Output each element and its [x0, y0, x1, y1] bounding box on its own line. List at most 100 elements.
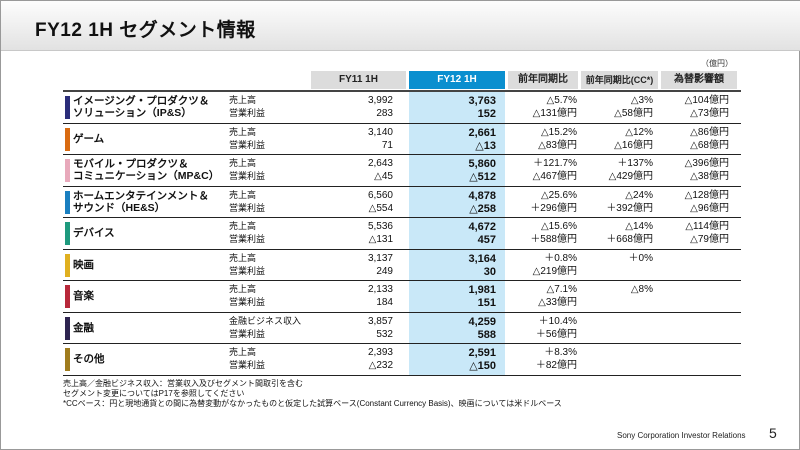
fy12-value: 4,878: [468, 189, 496, 202]
segment-name-line: デバイス: [73, 227, 115, 239]
segment-name-line: 金融: [73, 321, 94, 334]
yoy-cc-value: ＋668億円: [606, 234, 653, 245]
footnote: *CCベース：円と現地通貨との間に為替変動がなかったものと仮定した試算ベース(C…: [63, 399, 562, 408]
segment-name-line: その他: [73, 353, 105, 365]
fy11-value: 2,393: [367, 347, 393, 358]
header-fy12: FY12 1H: [409, 71, 505, 89]
yoy-value: ＋82億円: [535, 360, 577, 371]
fx-value: △73億円: [690, 108, 729, 119]
segment-color-bar: [65, 253, 70, 277]
yoy-value: △7.1%: [546, 284, 577, 295]
fy11-value: 2,133: [367, 284, 393, 295]
fy12-value: 457: [477, 234, 496, 246]
yoy-value: △131億円: [532, 108, 577, 119]
metric-label: 売上高: [229, 347, 257, 357]
segment-name: 映画: [73, 259, 94, 271]
segment-name: その他: [73, 353, 105, 365]
yoy-value: ＋8.3%: [544, 347, 577, 358]
segment-name-line: イメージング・プロダクツ＆: [73, 95, 210, 107]
table-row: ホームエンタテインメント＆ サウンド（HE&S） 売上高 6,560 4,878 △25.…: [63, 187, 741, 218]
fy12-value: 3,164: [468, 252, 496, 265]
fy11-value: 283: [376, 108, 393, 119]
yoy-value: ＋56億円: [535, 328, 577, 340]
segment-color-bar: [65, 96, 70, 119]
footnote: セグメント変更についてはP17を参照してください: [63, 389, 245, 398]
fy12-value: 4,259: [468, 315, 496, 328]
metric-label: 売上高: [229, 284, 257, 294]
fy11-value: 3,137: [367, 252, 393, 264]
yoy-value: ＋10.4%: [538, 315, 577, 327]
table-row: イメージング・プロダクツ＆ ソリューション（IP&S） 売上高 3,992 3,763 △…: [63, 92, 741, 124]
fy12-value: △258: [469, 202, 496, 215]
segment-color-bar: [65, 127, 70, 151]
segment-name: 音楽: [73, 290, 94, 302]
fx-value: △86億円: [690, 126, 729, 138]
segment-name: モバイル・プロダクツ＆ コミュニケーション（MP&C）: [73, 158, 219, 182]
table-row: その他 売上高 2,393 2,591 ＋8.3% 営業利益 △232 △150 ＋82億円: [63, 344, 741, 376]
metric-label: 営業利益: [229, 328, 266, 339]
fy11-value: 249: [376, 265, 393, 277]
yoy-cc-value: △3%: [630, 95, 653, 106]
fy11-value: 3,140: [367, 126, 393, 138]
yoy-value: △83億円: [538, 139, 577, 151]
yoy-value: ＋121.7%: [533, 158, 577, 169]
fy12-value: 152: [477, 108, 496, 120]
yoy-value: ＋296億円: [530, 202, 577, 214]
segment-name-line: サウンド（HE&S）: [73, 201, 166, 214]
metric-label: 売上高: [229, 252, 257, 263]
fy11-value: △232: [368, 360, 393, 371]
fy12-value: 588: [477, 328, 496, 341]
fy11-value: 532: [376, 328, 393, 340]
fy11-value: 3,857: [367, 315, 393, 327]
metric-label: 営業利益: [229, 265, 266, 276]
header-yoy-cc: 前年同期比(CC*): [581, 71, 658, 89]
segment-name-line: モバイル・プロダクツ＆: [73, 158, 189, 170]
yoy-cc-value: ＋0%: [628, 252, 653, 264]
metric-label: 売上高: [229, 95, 257, 105]
fy12-value: 3,763: [468, 95, 496, 107]
metric-label: 営業利益: [229, 108, 266, 118]
footnote: 売上高／金融ビジネス収入：営業収入及びセグメント間取引を含む: [63, 379, 303, 388]
fy11-value: △554: [368, 202, 393, 214]
header-fx: 為替影響額: [661, 71, 737, 89]
page-title: FY12 1H セグメント情報: [35, 20, 256, 41]
yoy-value: △15.2%: [540, 126, 577, 138]
fy11-value: △131: [368, 234, 393, 245]
page-number: 5: [769, 425, 777, 441]
table-top-rule: [63, 90, 741, 92]
unit-label: （億円）: [701, 59, 733, 68]
title-bar: FY12 1H セグメント情報: [1, 1, 800, 51]
segment-color-bar: [65, 348, 70, 371]
table-row: 音楽 売上高 2,133 1,981 △7.1% △8% 営業利益 184 151 △33億円: [63, 281, 741, 313]
segment-name-line: ホームエンタテインメント＆: [73, 189, 209, 202]
segment-name: 金融: [73, 322, 94, 334]
fy12-value: 5,860: [468, 158, 496, 170]
fy11-value: △45: [374, 171, 393, 182]
fy12-value: 2,591: [468, 347, 496, 359]
yoy-value: ＋588億円: [530, 234, 577, 245]
segment-name: イメージング・プロダクツ＆ ソリューション（IP&S）: [73, 95, 209, 119]
fy11-value: 2,643: [367, 158, 393, 169]
segment-name: ゲーム: [73, 133, 104, 145]
segment-name-line: ゲーム: [73, 132, 105, 145]
table-row: モバイル・プロダクツ＆ コミュニケーション（MP&C） 売上高 2,643 5,860 ＋…: [63, 155, 741, 187]
footnotes: 売上高／金融ビジネス収入：営業収入及びセグメント間取引を含む セグメント変更につ…: [63, 379, 562, 409]
segment-color-bar: [65, 285, 70, 308]
fy12-value: 1,981: [468, 284, 496, 296]
metric-label: 営業利益: [229, 202, 266, 213]
fy12-value: 151: [477, 297, 496, 309]
fx-value: △96億円: [690, 202, 729, 214]
fx-value: △68億円: [690, 139, 729, 151]
table-row: ゲーム 売上高 3,140 2,661 △15.2% △12% △86億円 営業利益 71 △13…: [63, 124, 741, 155]
fy12-value: 4,672: [468, 221, 496, 233]
fy12-value: △13: [475, 139, 496, 152]
metric-label: 売上高: [229, 189, 257, 200]
segment-color-bar: [65, 159, 70, 182]
fy11-value: 3,992: [367, 95, 393, 106]
yoy-cc-value: ＋392億円: [606, 202, 653, 214]
yoy-cc-value: △429億円: [608, 171, 653, 182]
yoy-value: △25.6%: [540, 189, 577, 201]
segment-name-line: コミュニケーション（MP&C）: [73, 170, 220, 182]
yoy-cc-value: △8%: [630, 284, 653, 295]
yoy-value: △467億円: [532, 171, 577, 182]
